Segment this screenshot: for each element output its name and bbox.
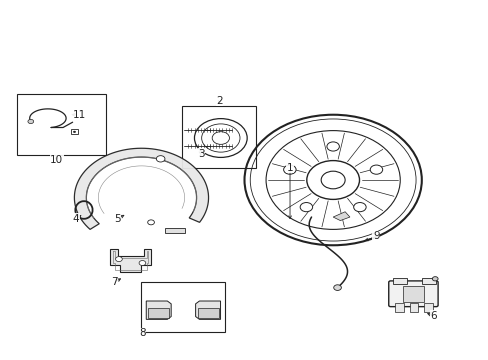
FancyBboxPatch shape	[388, 281, 437, 307]
Polygon shape	[110, 249, 151, 272]
Circle shape	[115, 257, 122, 262]
Polygon shape	[197, 308, 218, 318]
Circle shape	[283, 165, 295, 174]
Bar	[392, 278, 407, 284]
Text: 5: 5	[114, 214, 121, 224]
Circle shape	[353, 203, 366, 212]
Bar	[182, 106, 256, 168]
Circle shape	[73, 131, 76, 133]
Bar	[141, 282, 225, 332]
Circle shape	[300, 203, 312, 212]
Text: 10: 10	[50, 154, 63, 165]
Bar	[395, 303, 403, 312]
Circle shape	[326, 142, 339, 151]
Bar	[424, 303, 432, 312]
Text: 9: 9	[372, 231, 379, 242]
Circle shape	[431, 277, 437, 281]
Polygon shape	[165, 228, 184, 233]
Circle shape	[333, 285, 341, 291]
Bar	[409, 303, 418, 312]
Bar	[17, 94, 105, 155]
Text: 7: 7	[111, 277, 117, 287]
Bar	[402, 286, 424, 302]
Text: 4: 4	[72, 214, 79, 224]
Circle shape	[156, 156, 164, 162]
Circle shape	[147, 220, 154, 225]
Circle shape	[369, 165, 382, 174]
Bar	[421, 278, 435, 284]
Text: 1: 1	[286, 163, 293, 173]
Polygon shape	[74, 148, 208, 229]
Circle shape	[28, 120, 34, 123]
Text: 2: 2	[216, 96, 223, 105]
Text: 8: 8	[139, 328, 145, 338]
Text: 6: 6	[429, 311, 436, 321]
Polygon shape	[146, 301, 171, 319]
Polygon shape	[332, 212, 349, 221]
Circle shape	[139, 261, 145, 265]
Polygon shape	[148, 308, 169, 318]
Text: 3: 3	[198, 149, 204, 158]
Polygon shape	[195, 301, 220, 319]
Text: 11: 11	[72, 110, 85, 120]
Bar	[71, 129, 78, 134]
